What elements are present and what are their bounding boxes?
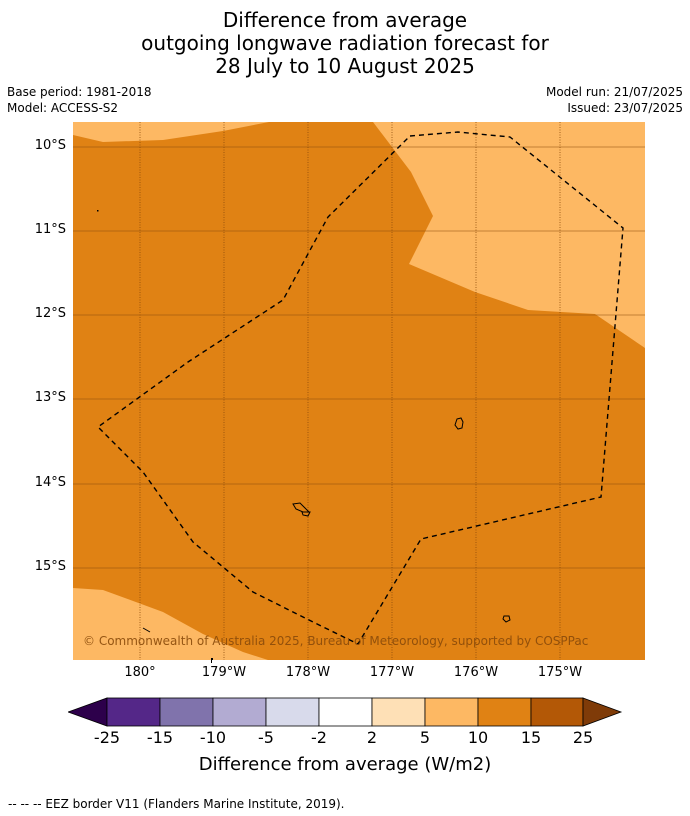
- colorbar-swatch: [159, 697, 214, 727]
- island-outline: [301, 511, 311, 517]
- lat-label: 14°S: [34, 475, 66, 490]
- lat-label: 10°S: [34, 138, 66, 153]
- colorbar-swatch: [68, 697, 108, 727]
- colorbar-swatch: [424, 697, 479, 727]
- lon-label: 180°: [124, 665, 156, 680]
- lon-label: 177°W: [369, 665, 415, 680]
- colorbar-swatch: [371, 697, 426, 727]
- colorbar: [68, 697, 623, 727]
- title-line-2: outgoing longwave radiation forecast for: [141, 31, 549, 55]
- colorbar-swatch: [212, 697, 267, 727]
- colorbar-tick: 25: [572, 728, 594, 747]
- title-line-3: 28 July to 10 August 2025: [215, 54, 475, 78]
- lat-label: 12°S: [34, 306, 66, 321]
- colorbar-swatch: [265, 697, 320, 727]
- map-region-5-10-southwest: [73, 588, 268, 660]
- colorbar-tick: 15: [520, 728, 542, 747]
- colorbar-tick: 2: [366, 728, 378, 747]
- colorbar-label: Difference from average (W/m2): [198, 754, 492, 775]
- island-outline: [454, 417, 464, 430]
- island-marker: [97, 210, 99, 212]
- colorbar-tick: -25: [93, 728, 121, 747]
- map-region-5-10-northeast: [373, 122, 645, 348]
- map-region-5-10-north: [73, 122, 269, 142]
- colorbar-tick: 5: [419, 728, 431, 747]
- lon-label: 179°W: [201, 665, 247, 680]
- copyright-notice: © Commonwealth of Australia 2025, Bureau…: [83, 634, 588, 648]
- island-outline: [502, 615, 511, 623]
- issued-date: Issued: 23/07/2025: [567, 101, 683, 115]
- colorbar-tick: -15: [146, 728, 174, 747]
- tick-mark: [211, 660, 212, 663]
- colorbar-tick: -2: [311, 728, 327, 747]
- title-line-1: Difference from average: [222, 8, 468, 32]
- colorbar-tick: -10: [199, 728, 227, 747]
- colorbar-tick: 10: [467, 728, 489, 747]
- lat-label: 13°S: [34, 390, 66, 405]
- island-outline: [142, 627, 151, 633]
- colorbar-swatch: [530, 697, 584, 727]
- colorbar-tick: -5: [258, 728, 274, 747]
- colorbar-swatch: [477, 697, 532, 727]
- colorbar-swatch: [318, 697, 373, 727]
- map-gridlines: [73, 122, 645, 660]
- forecast-map: © Commonwealth of Australia 2025, Bureau…: [73, 122, 645, 660]
- base-period: Base period: 1981-2018: [7, 85, 152, 99]
- lat-label: 15°S: [34, 559, 66, 574]
- lat-label: 11°S: [34, 222, 66, 237]
- colorbar-swatch: [582, 697, 623, 727]
- lon-label: 176°W: [453, 665, 499, 680]
- model-name: Model: ACCESS-S2: [7, 101, 119, 115]
- colorbar-swatch: [106, 697, 161, 727]
- model-run: Model run: 21/07/2025: [545, 85, 683, 99]
- eez-legend-footer: -- -- -- EEZ border V11 (Flanders Marine…: [8, 797, 345, 811]
- eez-border: [96, 131, 624, 645]
- lon-label: 175°W: [537, 665, 583, 680]
- lon-label: 178°W: [285, 665, 331, 680]
- island-marker: [211, 658, 213, 660]
